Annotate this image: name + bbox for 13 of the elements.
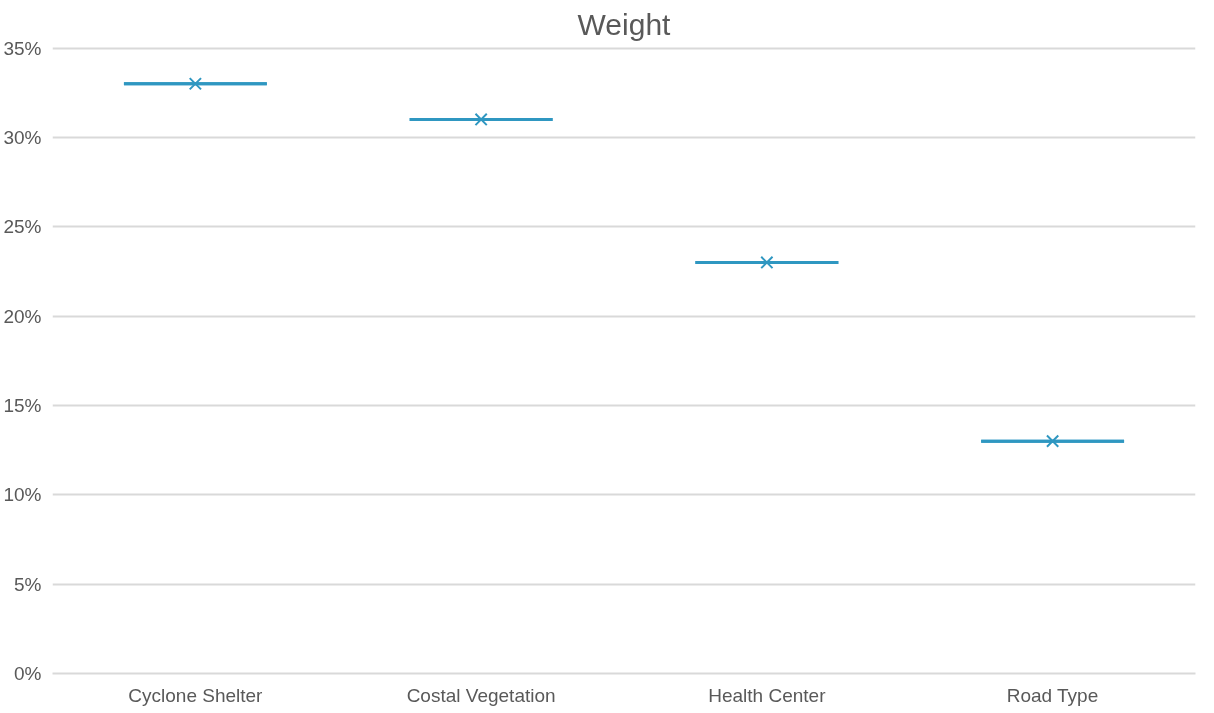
- y-tick-label: 35%: [3, 37, 42, 59]
- y-tick-label: 20%: [3, 305, 42, 327]
- x-tick-label: Road Type: [1006, 684, 1099, 706]
- x-tick-label: Costal Vegetation: [406, 684, 556, 706]
- y-tick-label: 10%: [3, 484, 42, 506]
- x-tick-label: Cyclone Shelter: [128, 684, 264, 706]
- y-tick-label: 5%: [14, 573, 42, 595]
- y-tick-label: 25%: [3, 216, 42, 238]
- y-tick-label: 0%: [14, 663, 42, 684]
- y-tick-label: 15%: [3, 394, 42, 416]
- chart-title: Weight: [577, 7, 672, 41]
- x-tick-label: Health Center: [708, 684, 827, 706]
- y-tick-label: 30%: [3, 126, 42, 148]
